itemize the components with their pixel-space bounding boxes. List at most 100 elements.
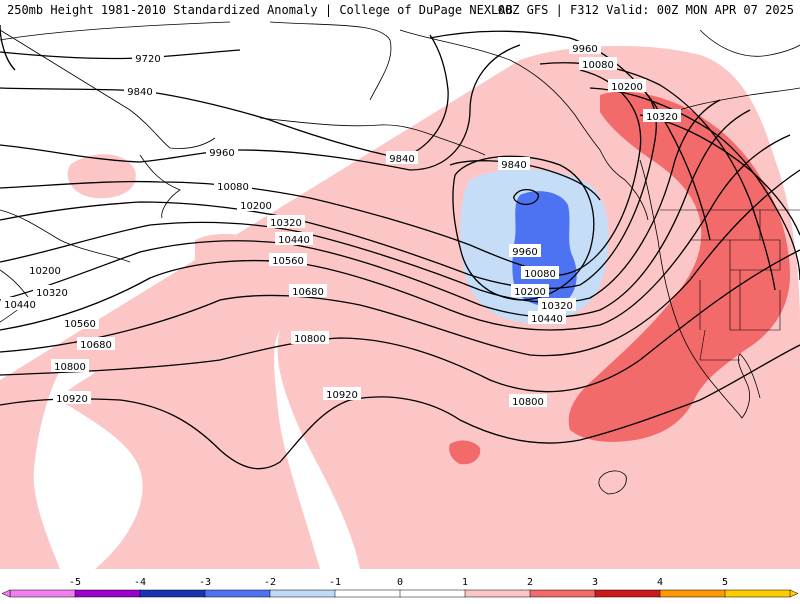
coastline [0,209,131,263]
contour-9960-east [429,30,711,241]
legend-tick-label: 1 [462,577,468,588]
contour-label: 10920 [53,391,91,405]
svg-text:10800: 10800 [512,397,544,408]
contour-label: 9720 [132,51,164,65]
legend-color-segment [464,589,531,598]
svg-text:10440: 10440 [4,300,36,311]
legend-color-segment [74,589,141,598]
height-contour-layer [0,24,800,470]
positive-anomaly-1sd-shading [0,45,800,569]
svg-text:9840: 9840 [389,154,414,165]
contour-label: 10680 [289,284,327,298]
legend-tick-label: 5 [722,577,728,588]
contour-label: 10440 [1,297,39,311]
contour-10920 [0,344,800,470]
contour-label: 10800 [291,331,329,345]
coastline [259,117,486,156]
anomaly-fill [449,440,481,465]
svg-text:9840: 9840 [127,87,152,98]
svg-text:10440: 10440 [278,235,310,246]
svg-text:10440: 10440 [531,314,563,325]
svg-text:10920: 10920 [56,394,88,405]
svg-text:10320: 10320 [646,112,678,123]
svg-text:10680: 10680 [80,340,112,351]
contour-label: 10560 [61,316,99,330]
svg-text:10320: 10320 [270,218,302,229]
legend-color-segment [594,589,661,598]
legend-tick-label: 4 [657,577,663,588]
contour-label: 10320 [643,109,681,123]
svg-text:10080: 10080 [582,60,614,71]
svg-text:10200: 10200 [611,82,643,93]
svg-text:10320: 10320 [541,301,573,312]
svg-text:10200: 10200 [240,201,272,212]
legend-color-segment [204,589,271,598]
contour-label: 10200 [26,263,64,277]
contour-label: 10080 [214,179,252,193]
svg-text:9960: 9960 [209,148,234,159]
contour-label: 10440 [528,311,566,325]
legend-color-segment [399,589,466,598]
contour-label: 10080 [579,57,617,71]
contour-10320-east [639,114,800,236]
legend-color-segments [1,589,799,598]
contour-label: 10920 [323,387,361,401]
svg-text:10800: 10800 [54,362,86,373]
contour-10080 [0,69,642,276]
svg-text:10560: 10560 [64,319,96,330]
anomaly-fill [67,154,136,199]
svg-text:9960: 9960 [512,247,537,258]
contour-10680 [0,169,800,357]
svg-text:10560: 10560 [272,256,304,267]
legend-tick-label: 0 [397,577,403,588]
title-bar: 250mb Height 1981-2010 Standardized Anom… [0,0,800,20]
contour-9960-west [0,44,521,171]
contour-ring-low [452,155,595,301]
svg-text:10080: 10080 [524,269,556,280]
contour-label: 10320 [33,285,71,299]
contour-label: 10800 [509,394,547,408]
legend-tick-label: 2 [527,577,533,588]
coastline [269,21,392,101]
map-canvas[interactable]: 9720 9840 9960 9840 9960 9840 10080 1020… [0,21,800,569]
contour-10200 [0,79,657,290]
contour-label: 10200 [608,79,646,93]
state-border [690,239,781,271]
svg-text:10320: 10320 [36,288,68,299]
contour-label-layer: 9720 9840 9960 9840 9960 9840 10080 1020… [1,41,681,408]
legend-color-segment [139,589,206,598]
contour-9840-low [449,160,601,201]
anomaly-fill [568,91,790,442]
state-border [729,240,781,331]
coastline [664,87,800,116]
legend-tick-label: -5 [69,577,81,588]
legend-color-segment [529,589,596,598]
svg-text:9720: 9720 [135,54,160,65]
color-scale-legend: -5 -4 -3 -2 -1 0 1 2 3 4 5 [0,570,800,600]
legend-tick-label: -4 [134,577,146,588]
map-title: 250mb Height 1981-2010 Standardized Anom… [7,3,513,17]
coastline [399,29,649,221]
contour-10440 [0,109,751,318]
anomaly-fill [0,45,800,569]
contour-label: 9840 [498,157,530,171]
contour-label: 9840 [386,151,418,165]
contour-label: 10680 [77,337,115,351]
map-panel[interactable]: 9720 9840 9960 9840 9960 9840 10080 1020… [0,21,800,569]
contour-10560 [0,134,791,331]
contour-10320 [0,99,721,304]
contour-label: 9960 [569,41,601,55]
model-run-info: 00Z GFS | F312 Valid: 00Z MON APR 07 202… [497,3,794,17]
svg-text:10920: 10920 [326,390,358,401]
coastline [0,21,231,41]
positive-anomaly-2sd-shading [449,91,790,465]
svg-text:10200: 10200 [514,287,546,298]
legend-min-arrow [1,589,11,598]
legend-color-segment [334,589,401,598]
legend-color-segment [9,589,76,598]
contour-label: 10800 [51,359,89,373]
contour-closed-west [0,24,16,71]
coastline [699,29,800,57]
legend-tick-label: -1 [329,577,341,588]
coastline [639,159,721,393]
